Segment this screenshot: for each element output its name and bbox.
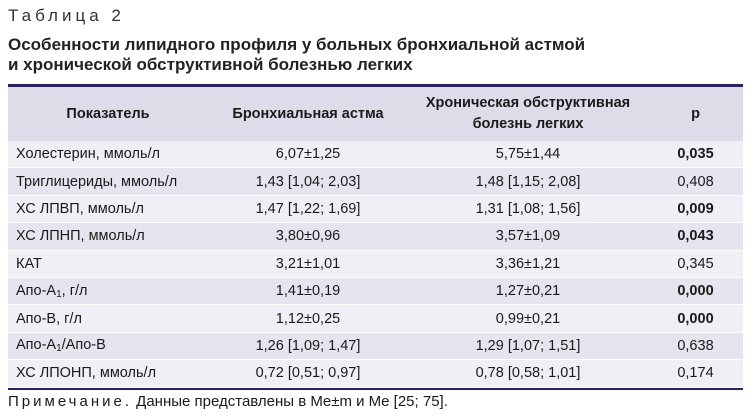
cell-p-value: 0,000 — [677, 283, 714, 300]
table-row: ХС ЛПОНП, ммоль/л 0,72 [0,51; 0,97] 0,78 [… — [8, 360, 743, 388]
cell-p-value: 0,043 — [677, 228, 714, 245]
table-header: Показатель Бронхиальная астма Хроническа… — [8, 87, 743, 141]
header-indicator: Показатель — [66, 105, 150, 122]
cell-indicator-subscript: 1 — [56, 288, 62, 300]
cell-asthma: 1,41±0,19 — [275, 283, 341, 300]
table-top-rule — [8, 84, 743, 87]
cell-asthma: 0,72 [0,51; 0,97] — [255, 365, 361, 382]
cell-indicator: КАТ — [16, 255, 42, 272]
table-row: Апо-А1, г/л 1,41±0,19 1,27±0,21 0,000 — [8, 277, 743, 306]
cell-copd: 3,57±1,09 — [495, 228, 561, 245]
cell-copd: 0,78 [0,58; 1,01] — [475, 365, 581, 382]
header-copd: Хроническая обструктивная болезнь легких — [408, 93, 648, 135]
note-text: Данные представлены в Me±m и Me [25; 75]… — [132, 393, 448, 410]
table-row: Апо-А1/Апо-В 1,26 [1,09; 1,47] 1,29 [1,07;… — [8, 332, 743, 361]
note-prefix: Примечание. — [8, 393, 132, 410]
cell-indicator: ХС ЛПВП, ммоль/л — [16, 200, 144, 217]
cell-p-value: 0,000 — [677, 310, 714, 327]
cell-copd: 5,75±1,44 — [495, 146, 561, 163]
cell-copd: 1,31 [1,08; 1,56] — [475, 200, 581, 217]
cell-indicator: Холестерин, ммоль/л — [16, 146, 160, 163]
table-title: Особенности липидного профиля у больных … — [8, 35, 585, 75]
title-line-1: Особенности липидного профиля у больных … — [8, 35, 586, 54]
cell-indicator-main: Апо-А — [16, 282, 57, 299]
table-row: КАТ 3,21±1,01 3,36±1,21 0,345 — [8, 250, 743, 278]
cell-copd: 1,29 [1,07; 1,51] — [475, 337, 581, 354]
cell-indicator: ХС ЛПНП, ммоль/л — [16, 228, 145, 245]
cell-p-value: 0,174 — [677, 365, 714, 382]
data-table: Показатель Бронхиальная астма Хроническа… — [8, 84, 743, 390]
cell-p-value: 0,035 — [677, 146, 714, 163]
cell-p-value: 0,408 — [677, 173, 714, 190]
cell-indicator-tail: /Апо-В — [61, 337, 106, 354]
cell-indicator-tail: , г/л — [61, 282, 88, 299]
header-copd-line-2: болезнь легких — [472, 116, 584, 132]
cell-p-value: 0,638 — [677, 337, 714, 354]
table-row: ХС ЛПНП, ммоль/л 3,80±0,96 3,57±1,09 0,043 — [8, 223, 743, 251]
header-copd-line-1: Хроническая обструктивная — [425, 95, 631, 111]
table-row: Холестерин, ммоль/л 6,07±1,25 5,75±1,44 0,0… — [8, 141, 743, 169]
cell-asthma: 3,21±1,01 — [275, 255, 341, 272]
cell-asthma: 1,43 [1,04; 2,03] — [255, 173, 361, 190]
cell-asthma: 1,47 [1,22; 1,69] — [255, 200, 361, 217]
header-p: p — [691, 105, 700, 122]
cell-indicator: Апо-А1/Апо-В — [8, 337, 208, 354]
cell-indicator: ХС ЛПОНП, ммоль/л — [16, 365, 157, 382]
cell-copd: 3,36±1,21 — [495, 255, 561, 272]
cell-indicator: Апо-А1, г/л — [8, 283, 208, 300]
cell-p-value: 0,009 — [677, 200, 714, 217]
table-note: Примечание. Данные представлены в Me±m и… — [8, 393, 448, 410]
table-row: Триглицериды, ммоль/л 1,43 [1,04; 2,03] 1,… — [8, 168, 743, 196]
cell-p-value: 0,345 — [677, 255, 714, 272]
table-label: Таблица 2 — [8, 6, 125, 25]
table-bottom-rule — [8, 387, 743, 390]
cell-copd: 0,99±0,21 — [495, 310, 561, 327]
cell-indicator-subscript: 1 — [56, 343, 62, 355]
cell-asthma: 1,26 [1,09; 1,47] — [255, 337, 361, 354]
header-asthma: Бронхиальная астма — [232, 105, 384, 122]
cell-indicator: Триглицериды, ммоль/л — [16, 173, 178, 190]
cell-copd: 1,27±0,21 — [495, 283, 561, 300]
cell-indicator-main: Апо-А — [16, 337, 57, 354]
table-row: Апо-В, г/л 1,12±0,25 0,99±0,21 0,000 — [8, 305, 743, 333]
title-line-2: и хронической обструктивной болезнью лег… — [8, 55, 413, 74]
cell-copd: 1,48 [1,15; 2,08] — [475, 173, 581, 190]
table-body: Холестерин, ммоль/л 6,07±1,25 5,75±1,44 0,0… — [8, 141, 743, 388]
table-row: ХС ЛПВП, ммоль/л 1,47 [1,22; 1,69] 1,31 [1… — [8, 195, 743, 224]
cell-asthma: 6,07±1,25 — [275, 146, 341, 163]
cell-asthma: 3,80±0,96 — [275, 228, 341, 245]
cell-asthma: 1,12±0,25 — [275, 310, 341, 327]
cell-indicator: Апо-В, г/л — [16, 310, 82, 327]
